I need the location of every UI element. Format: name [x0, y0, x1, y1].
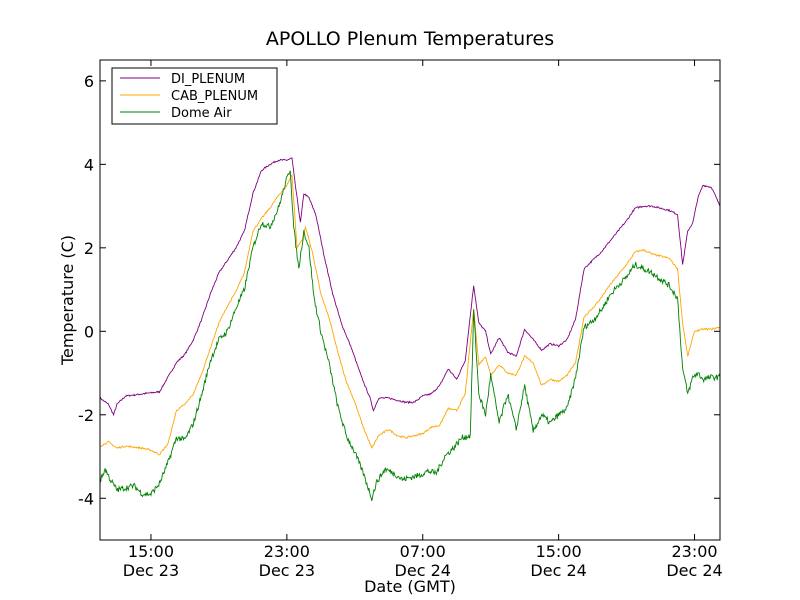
x-axis-label: Date (GMT)	[364, 577, 456, 596]
x-tick-date-label: Dec 24	[530, 561, 586, 580]
y-tick-label: 6	[84, 72, 94, 91]
series-line-cab-plenum	[99, 173, 721, 456]
x-tick-time-label: 07:00	[400, 542, 446, 561]
chart-title: APOLLO Plenum Temperatures	[266, 28, 554, 50]
x-tick-time-label: 23:00	[264, 542, 310, 561]
plot-frame	[99, 59, 721, 541]
series-layer	[99, 157, 721, 502]
x-tick-date-label: Dec 23	[123, 561, 179, 580]
series-line-di-plenum	[99, 157, 721, 417]
legend-label: DI_PLENUM	[171, 72, 245, 87]
x-tick-date-label: Dec 24	[395, 561, 451, 580]
x-tick-time-label: 15:00	[536, 542, 582, 561]
legend-label: Dome Air	[171, 106, 232, 121]
y-axis-label: Temperature (C)	[58, 235, 77, 366]
x-tick-date-label: Dec 23	[259, 561, 315, 580]
legend-label: CAB_PLENUM	[171, 89, 258, 104]
x-tick-time-label: 23:00	[671, 542, 717, 561]
y-tick-label: -2	[78, 406, 94, 425]
legend: DI_PLENUM CAB_PLENUM Dome Air	[111, 67, 278, 125]
legend-box	[111, 67, 278, 125]
y-tick-label: 2	[84, 239, 94, 258]
y-tick-label: 4	[84, 155, 94, 174]
x-tick-time-label: 15:00	[128, 542, 174, 561]
y-tick-label: -4	[78, 489, 94, 508]
x-tick-date-label: Dec 24	[666, 561, 722, 580]
series-line-dome-air	[99, 170, 721, 502]
y-tick-label: 0	[84, 322, 94, 341]
